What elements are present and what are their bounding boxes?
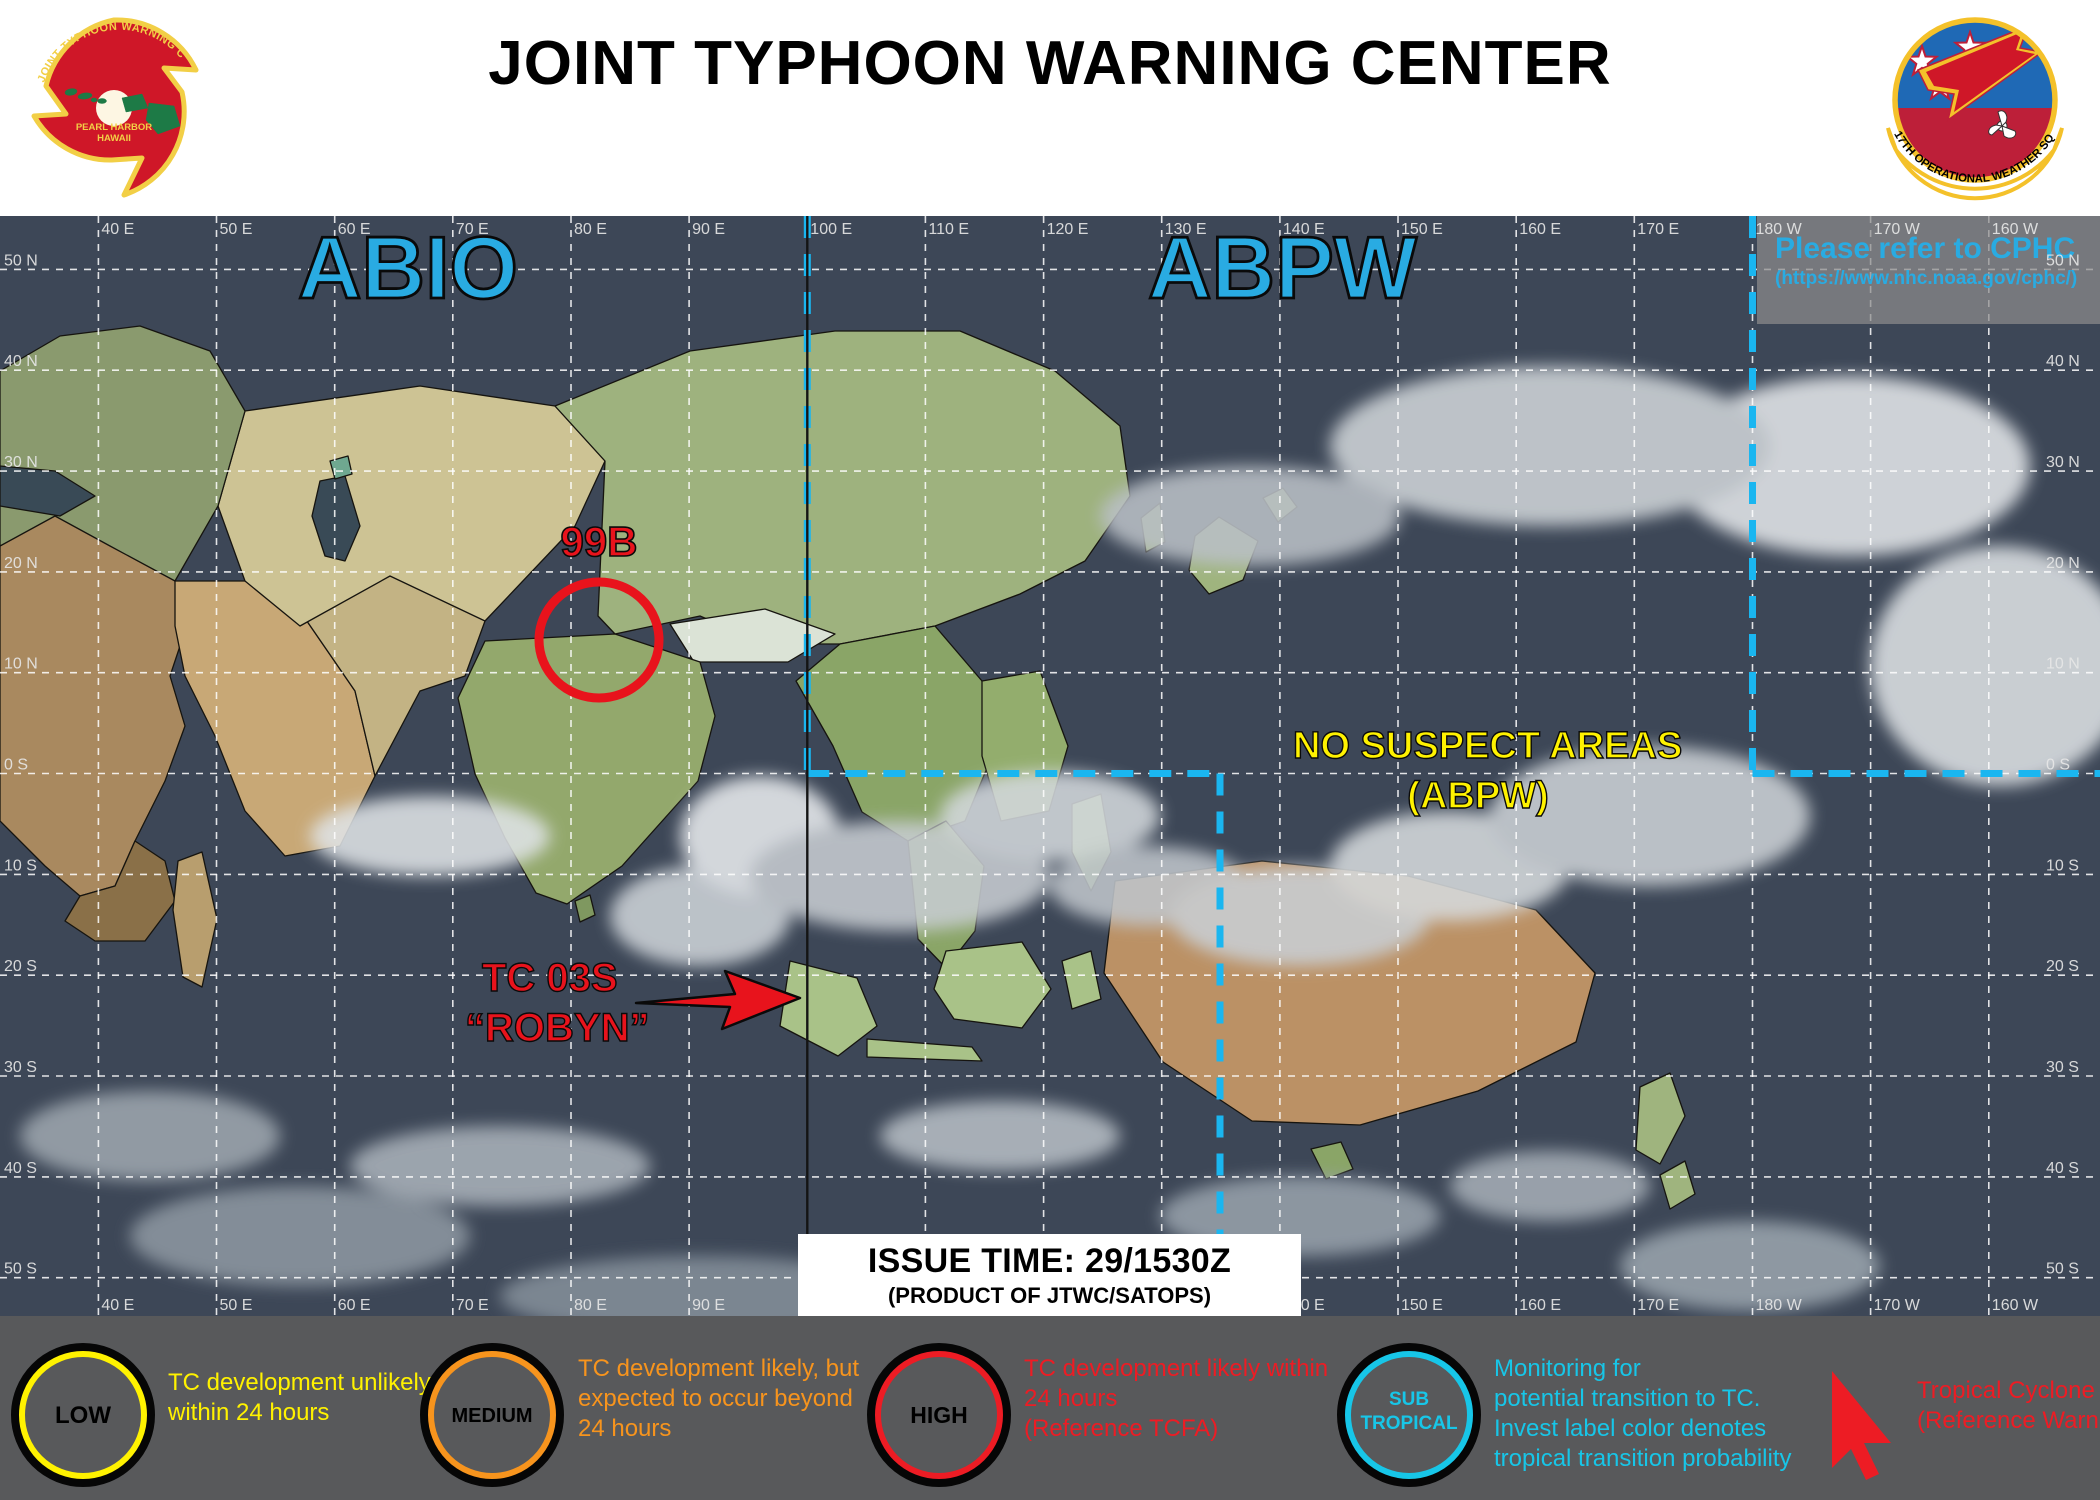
svg-text:110 E: 110 E — [928, 221, 969, 238]
svg-text:50 S: 50 S — [4, 1261, 37, 1278]
svg-text:170 E: 170 E — [1637, 1297, 1679, 1314]
svg-text:70 E: 70 E — [456, 221, 489, 238]
svg-text:(https://www.nhc.noaa.gov/cphc: (https://www.nhc.noaa.gov/cphc/) — [1775, 268, 2077, 289]
svg-text:Monitoring for: Monitoring for — [1494, 1355, 1641, 1382]
svg-text:30 N: 30 N — [2046, 454, 2080, 471]
svg-text:130 E: 130 E — [1165, 221, 1207, 238]
svg-text:120 E: 120 E — [1047, 221, 1089, 238]
svg-text:40 S: 40 S — [4, 1160, 37, 1177]
svg-text:10 S: 10 S — [2046, 857, 2079, 874]
svg-text:TC development likely, but: TC development likely, but — [578, 1355, 859, 1382]
svg-text:20 S: 20 S — [4, 958, 37, 975]
svg-text:TC development likely within: TC development likely within — [1024, 1355, 1328, 1382]
svg-text:170 W: 170 W — [1874, 1297, 1921, 1314]
svg-text:TC development unlikely: TC development unlikely — [168, 1369, 431, 1396]
svg-text:PEARL HARBOR: PEARL HARBOR — [76, 122, 152, 133]
svg-text:150 E: 150 E — [1401, 1297, 1443, 1314]
svg-text:60 E: 60 E — [338, 1297, 371, 1314]
svg-text:Invest label color denotes: Invest label color denotes — [1494, 1415, 1766, 1442]
svg-text:within 24 hours: within 24 hours — [167, 1399, 329, 1426]
svg-text:(Reference Warning): (Reference Warning) — [1917, 1407, 2100, 1434]
svg-text:30 N: 30 N — [4, 454, 38, 471]
svg-text:170 W: 170 W — [1874, 221, 1921, 238]
svg-text:80 E: 80 E — [574, 1297, 607, 1314]
svg-text:Tropical Cyclone: Tropical Cyclone — [1917, 1377, 2095, 1404]
svg-text:99B: 99B — [560, 518, 637, 565]
svg-text:“ROBYN”: “ROBYN” — [465, 1006, 649, 1050]
svg-text:40 E: 40 E — [101, 221, 134, 238]
svg-text:10 N: 10 N — [4, 656, 38, 673]
svg-text:10 S: 10 S — [4, 857, 37, 874]
svg-text:160 W: 160 W — [1992, 221, 2039, 238]
svg-text:50 E: 50 E — [220, 1297, 253, 1314]
svg-text:(Reference TCFA): (Reference TCFA) — [1024, 1415, 1218, 1442]
svg-text:40 S: 40 S — [2046, 1160, 2079, 1177]
svg-text:0 S: 0 S — [2046, 757, 2070, 774]
svg-text:160 W: 160 W — [1992, 1297, 2039, 1314]
svg-text:160 E: 160 E — [1519, 1297, 1561, 1314]
svg-text:150 E: 150 E — [1401, 221, 1443, 238]
svg-text:20 N: 20 N — [2046, 555, 2080, 572]
svg-text:50 N: 50 N — [2046, 252, 2080, 269]
svg-text:MEDIUM: MEDIUM — [451, 1405, 532, 1427]
svg-text:80 E: 80 E — [574, 221, 607, 238]
svg-text:HIGH: HIGH — [910, 1402, 968, 1428]
svg-text:(ABPW): (ABPW) — [1407, 775, 1548, 817]
svg-text:140 E: 140 E — [1283, 221, 1325, 238]
svg-text:50 S: 50 S — [2046, 1261, 2079, 1278]
svg-text:180 W: 180 W — [1756, 221, 1803, 238]
svg-text:potential transition to TC.: potential transition to TC. — [1494, 1385, 1760, 1412]
svg-text:24 hours: 24 hours — [578, 1415, 671, 1442]
svg-text:170 E: 170 E — [1637, 221, 1679, 238]
svg-text:40 N: 40 N — [4, 353, 38, 370]
svg-text:30 S: 30 S — [4, 1059, 37, 1076]
svg-text:90 E: 90 E — [692, 221, 725, 238]
svg-text:HAWAII: HAWAII — [97, 133, 131, 144]
svg-text:30 S: 30 S — [2046, 1059, 2079, 1076]
svg-text:40 E: 40 E — [101, 1297, 134, 1314]
svg-text:0 S: 0 S — [4, 757, 28, 774]
svg-text:50 E: 50 E — [220, 221, 253, 238]
svg-text:90 E: 90 E — [692, 1297, 725, 1314]
svg-text:60 E: 60 E — [338, 221, 371, 238]
svg-text:expected to occur beyond: expected to occur beyond — [578, 1385, 853, 1412]
svg-text:100 E: 100 E — [810, 221, 852, 238]
svg-text:24 hours: 24 hours — [1024, 1385, 1117, 1412]
svg-text:50 N: 50 N — [4, 252, 38, 269]
svg-text:LOW: LOW — [55, 1402, 111, 1429]
svg-text:40 N: 40 N — [2046, 353, 2080, 370]
svg-text:tropical transition probabilit: tropical transition probability — [1494, 1445, 1791, 1472]
svg-text:TROPICAL: TROPICAL — [1360, 1413, 1458, 1434]
svg-text:20 S: 20 S — [2046, 958, 2079, 975]
svg-text:SUB: SUB — [1389, 1389, 1429, 1410]
svg-text:70 E: 70 E — [456, 1297, 489, 1314]
svg-text:10 N: 10 N — [2046, 656, 2080, 673]
svg-text:180 W: 180 W — [1756, 1297, 1803, 1314]
svg-text:160 E: 160 E — [1519, 221, 1561, 238]
svg-text:NO SUSPECT AREAS: NO SUSPECT AREAS — [1293, 725, 1682, 767]
svg-text:TC 03S: TC 03S — [482, 956, 618, 1000]
svg-text:20 N: 20 N — [4, 555, 38, 572]
